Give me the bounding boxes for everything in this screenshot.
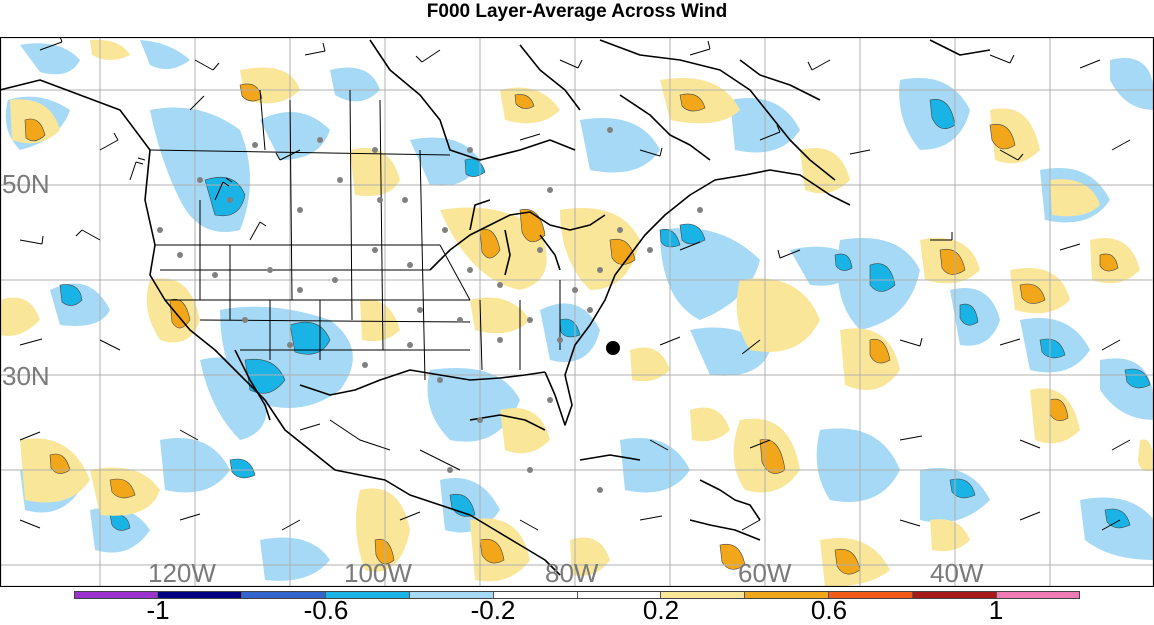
- lat-label-30n: 30N: [2, 361, 50, 391]
- map-plot: 50N 30N 120W 100W 80W 60W 40W: [0, 37, 1154, 587]
- chart-title: F000 Layer-Average Across Wind: [426, 1, 728, 22]
- colorbar: [74, 591, 1081, 599]
- lat-label-50n: 50N: [2, 169, 50, 199]
- coastlines: [0, 39, 991, 576]
- colorbar-segment: [409, 591, 494, 599]
- colorbar-tick-label: 0.2: [642, 595, 680, 625]
- colorbar-segment: [829, 591, 914, 599]
- colorbar-segment: [325, 591, 410, 599]
- lon-label-100w: 100W: [344, 558, 412, 587]
- location-marker: [606, 341, 620, 355]
- colorbar-segment: [241, 591, 326, 599]
- colorbar-segment: [913, 591, 998, 599]
- graticule: [0, 37, 1154, 587]
- colorbar-tick-label: 0.6: [810, 595, 848, 625]
- colorbar-tick-label: 1: [988, 595, 1004, 625]
- colorbar-segment: [997, 591, 1081, 599]
- colorbar-tick-label: -1: [146, 595, 170, 625]
- colorbar-segment: [157, 591, 242, 599]
- colorbar-tick-label: -0.2: [470, 595, 516, 625]
- wind-barbs: [19, 37, 1131, 531]
- colorbar-segment: [661, 591, 746, 599]
- lon-label-120w: 120W: [148, 558, 216, 587]
- lon-label-80w: 80W: [545, 558, 599, 587]
- lon-label-40w: 40W: [930, 558, 984, 587]
- positive-anomaly-light: [0, 39, 1154, 587]
- colorbar-segment: [745, 591, 830, 599]
- observation-stations: [157, 127, 703, 493]
- colorbar-segment: [577, 591, 662, 599]
- colorbar-tick-label: -0.6: [303, 595, 349, 625]
- political-boundaries: [149, 89, 561, 471]
- colorbar-segment: [493, 591, 578, 599]
- colorbar-segment: [74, 591, 158, 599]
- positive-anomaly-core: [24, 83, 1119, 575]
- lon-label-60w: 60W: [738, 558, 792, 587]
